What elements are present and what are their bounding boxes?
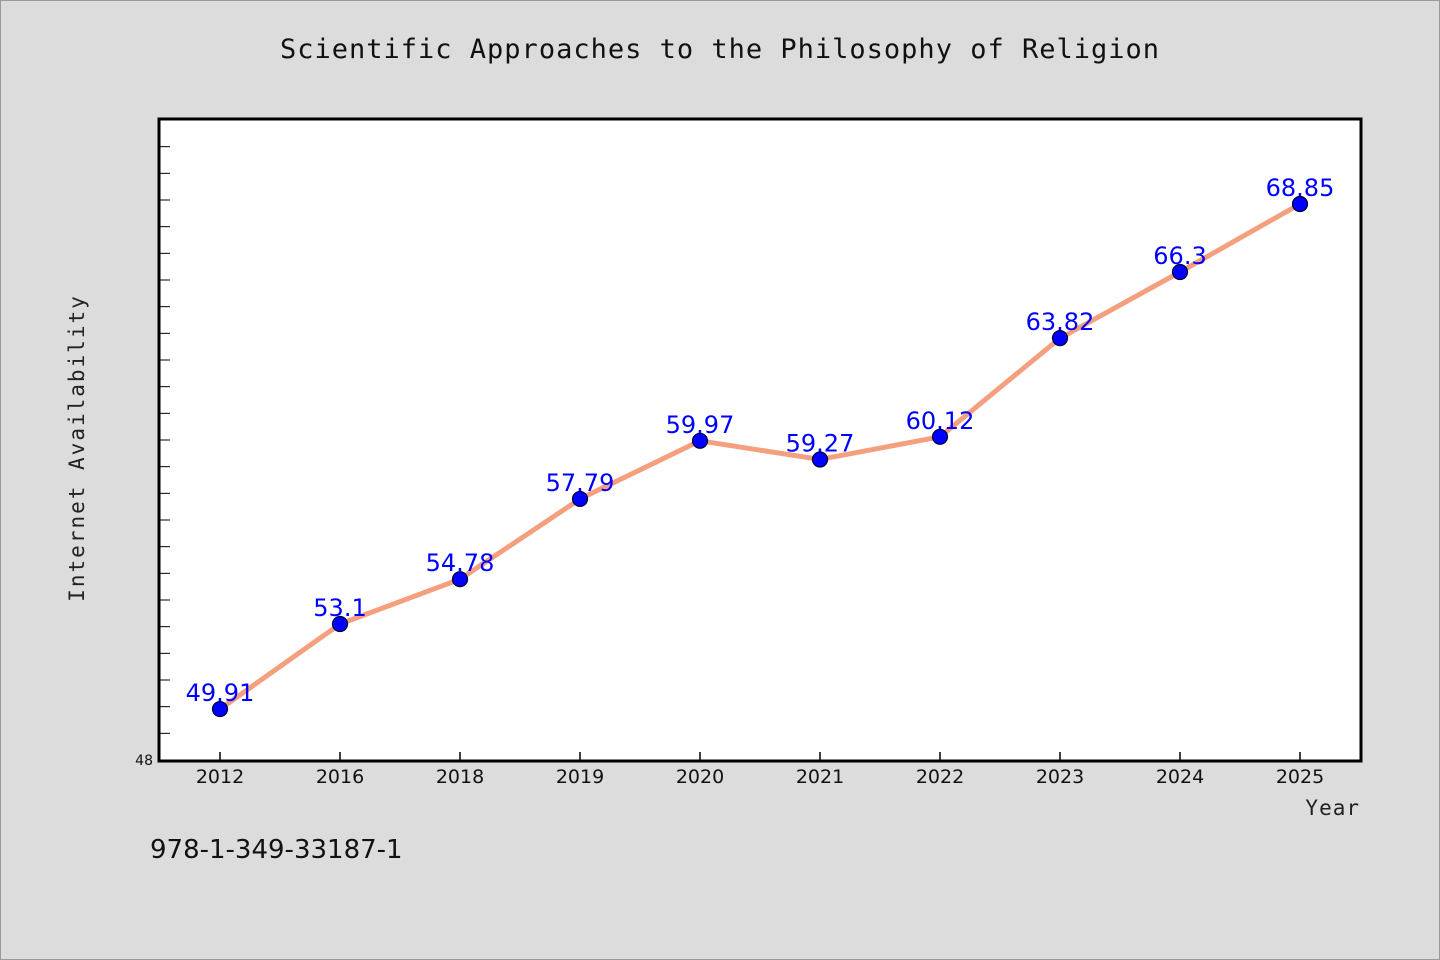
- x-tick-label: 2024: [1156, 766, 1204, 788]
- x-tick-label: 2023: [1036, 766, 1084, 788]
- data-points: [211, 195, 1309, 718]
- data-label: 66.3: [1153, 242, 1206, 270]
- x-axis-ticks: 2012 2016 2018 2019 2020 2021 2022 2023 2024 2025: [196, 752, 1324, 788]
- data-point: [931, 428, 949, 445]
- series-line: [217, 201, 1303, 712]
- x-tick-label: 2025: [1276, 766, 1324, 788]
- x-tick-label: 2022: [916, 766, 964, 788]
- data-point: [691, 432, 709, 449]
- data-point: [571, 490, 589, 508]
- data-point: [1051, 330, 1069, 347]
- data-point: [451, 571, 469, 588]
- isbn-text: 978-1-349-33187-1: [150, 835, 403, 865]
- plot-area: [157, 117, 1363, 763]
- y-tick-label-min: 48: [135, 753, 153, 769]
- data-label: 54.78: [426, 549, 495, 577]
- data-point: [331, 615, 349, 633]
- data-label: 57.79: [546, 469, 615, 497]
- x-tick-label: 2021: [796, 766, 844, 788]
- chart-title: Scientific Approaches to the Philosophy …: [279, 34, 1161, 65]
- data-point: [1291, 195, 1309, 213]
- x-tick-label: 2019: [556, 766, 604, 788]
- y-axis-ticks: 48: [135, 146, 170, 769]
- data-point: [811, 451, 829, 468]
- x-axis-label: Year: [1305, 796, 1360, 820]
- data-label: 60.12: [906, 407, 975, 435]
- x-tick-label: 2016: [316, 766, 364, 788]
- data-labels: 49.91 53.1 54.78 57.79 59.97 59.27 60.12 63.82 6…: [186, 174, 1335, 707]
- x-tick-label: 2018: [436, 766, 484, 788]
- data-label: 59.27: [786, 429, 855, 457]
- data-label: 49.91: [186, 679, 255, 707]
- data-label: 63.82: [1026, 308, 1095, 336]
- data-point: [211, 700, 229, 718]
- data-label: 59.97: [666, 411, 735, 439]
- x-tick-label: 2012: [196, 766, 244, 788]
- x-tick-label: 2020: [676, 766, 724, 788]
- data-label: 53.1: [313, 594, 366, 622]
- data-label: 68.85: [1266, 174, 1335, 202]
- data-point: [1171, 263, 1189, 281]
